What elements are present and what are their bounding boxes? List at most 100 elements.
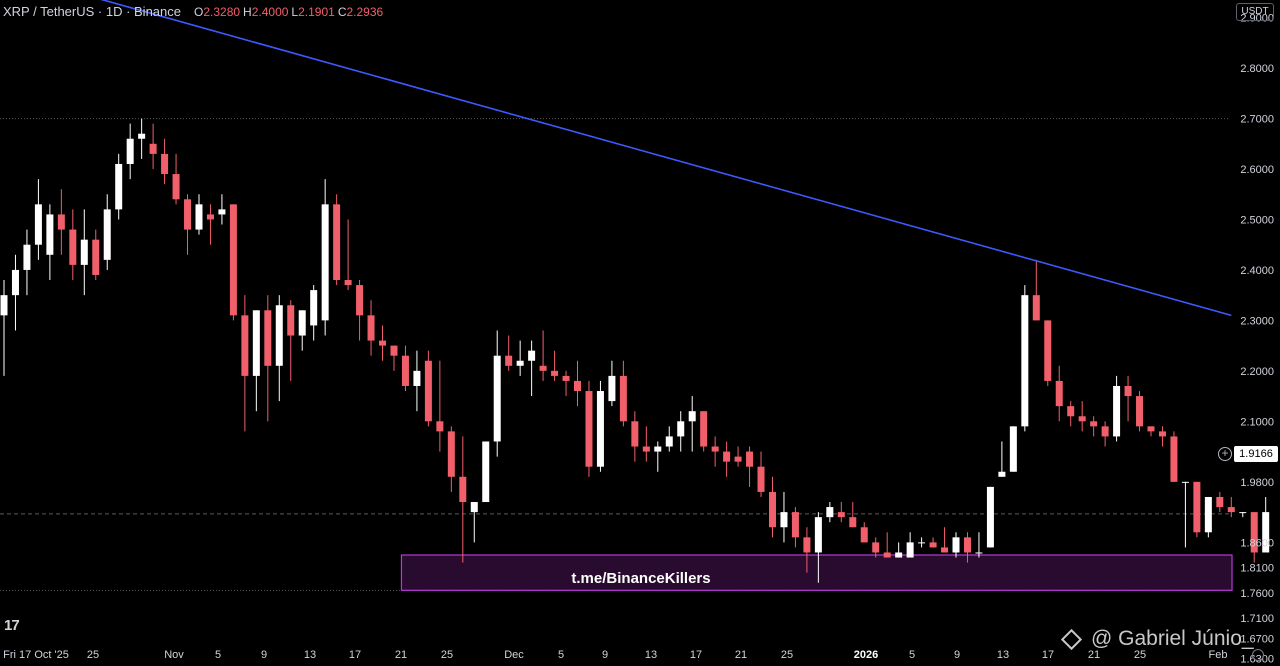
candle-body [631, 421, 639, 447]
symbol-title[interactable]: XRP / TetherUS · 1D · Binance [3, 4, 181, 19]
candle [1044, 320, 1052, 386]
candle [1193, 481, 1201, 538]
candle [57, 189, 65, 255]
candle [963, 532, 971, 563]
time-tick-label: 13 [304, 649, 316, 661]
candle-body [195, 204, 203, 230]
candle-body [918, 542, 926, 544]
time-tick-label: 25 [441, 649, 453, 661]
price-tick-label: 1.8100 [1240, 563, 1274, 575]
candle [768, 476, 776, 538]
candle [1262, 496, 1270, 553]
candle-body [1021, 295, 1029, 427]
candle-body [619, 375, 627, 422]
candle-body [390, 345, 398, 356]
candle-body [161, 153, 169, 175]
current-price-label: 1.9166 [1234, 446, 1278, 462]
support-zone-layer [400, 554, 1233, 591]
candle [883, 532, 891, 558]
ohlc-high-value: 2.4000 [251, 5, 289, 19]
settings-gear-icon[interactable] [1252, 649, 1264, 661]
add-alert-plus-icon[interactable]: + [1218, 447, 1232, 461]
watermark-text: t.me/BinanceKillers [571, 570, 711, 587]
candle [459, 436, 467, 563]
candle [0, 280, 8, 376]
candle-body [0, 295, 8, 316]
candle-body [826, 507, 834, 518]
candle-body [333, 204, 341, 281]
author-signature: @ Gabriel Júnio_ [1060, 626, 1254, 652]
candle-body [184, 199, 192, 230]
candle [642, 426, 650, 462]
candle [1158, 426, 1166, 447]
candle [184, 194, 192, 255]
candle [424, 350, 432, 427]
candle-body [516, 360, 524, 366]
candle-body [46, 214, 54, 255]
price-tick-label: 1.6700 [1240, 633, 1274, 645]
trendline [100, 0, 1232, 317]
candle-body [906, 542, 914, 558]
candle-body [574, 380, 581, 392]
candle [803, 527, 811, 573]
candle-body [1113, 385, 1121, 437]
candle [126, 123, 134, 180]
candle-body [103, 209, 111, 260]
candle [872, 537, 880, 558]
candle-body [757, 466, 765, 492]
candle [677, 411, 685, 452]
candle [895, 542, 903, 558]
time-tick-label: 5 [215, 649, 221, 661]
candle [1136, 391, 1144, 432]
candle [195, 194, 203, 235]
time-tick-label: 2026 [854, 649, 878, 661]
candle-body [1147, 426, 1155, 432]
candle-body [1101, 426, 1109, 437]
candle [849, 502, 857, 528]
candle-body [596, 391, 604, 467]
price-tick-label: 2.2000 [1240, 366, 1274, 378]
price-tick-label: 2.9000 [1240, 13, 1274, 25]
candle-body [803, 537, 811, 553]
candle-body [298, 310, 306, 336]
candle [218, 194, 226, 225]
price-tick-label: 2.4000 [1240, 265, 1274, 277]
candle-body [963, 537, 971, 553]
candle-body [791, 512, 799, 538]
candle-body [1204, 496, 1212, 533]
candle-body [264, 310, 272, 366]
candle-body [1170, 436, 1178, 482]
time-tick-label: 17 [349, 649, 361, 661]
currency-button[interactable]: USDT [1236, 3, 1274, 21]
candle-body [1090, 421, 1098, 427]
candle-body [115, 163, 123, 210]
candle [493, 330, 501, 457]
candle [1181, 481, 1189, 548]
candle [413, 350, 421, 412]
candle-body [975, 552, 983, 554]
time-tick-label: 13 [645, 649, 657, 661]
candle [539, 330, 547, 381]
ohlc-open-value: 2.3280 [203, 5, 241, 19]
candle-body [310, 290, 318, 326]
candle [860, 522, 868, 543]
candle-body [252, 310, 260, 376]
candle [780, 491, 788, 543]
candle [791, 507, 799, 548]
candle-body [1239, 512, 1247, 514]
candle-body [356, 285, 364, 316]
candle-body [1055, 380, 1063, 407]
candle-body [92, 239, 100, 275]
ohlc-close-value: 2.2936 [346, 5, 384, 19]
diamond-icon [1060, 628, 1083, 650]
support-zone-rect [400, 554, 1233, 591]
candle-body [447, 431, 455, 477]
candle [1250, 512, 1258, 563]
candle [654, 441, 662, 472]
time-tick-label: 9 [261, 649, 267, 661]
candle-body [723, 451, 731, 462]
tradingview-logo-icon[interactable]: 17 [4, 617, 20, 634]
candle-body [929, 542, 937, 548]
